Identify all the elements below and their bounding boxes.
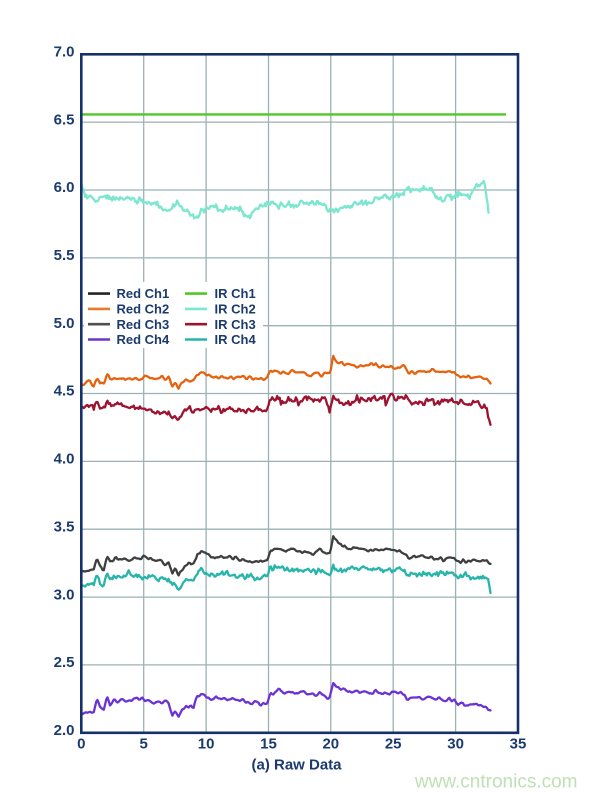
svg-text:IR Ch2: IR Ch2 bbox=[215, 302, 256, 317]
svg-text:5: 5 bbox=[140, 736, 148, 753]
svg-text:6.0: 6.0 bbox=[54, 179, 75, 196]
svg-text:Red Ch2: Red Ch2 bbox=[117, 302, 170, 317]
svg-text:IR Ch1: IR Ch1 bbox=[215, 286, 256, 301]
svg-text:0: 0 bbox=[77, 736, 85, 753]
svg-text:6.5: 6.5 bbox=[54, 111, 75, 128]
svg-text:4.0: 4.0 bbox=[54, 451, 75, 468]
svg-text:30: 30 bbox=[447, 736, 464, 753]
svg-text:(a) Raw Data: (a) Raw Data bbox=[251, 757, 342, 774]
svg-text:2.0: 2.0 bbox=[54, 722, 75, 739]
svg-text:15: 15 bbox=[260, 736, 277, 753]
svg-text:IR Ch4: IR Ch4 bbox=[215, 332, 257, 347]
svg-text:Red Ch1: Red Ch1 bbox=[117, 286, 170, 301]
svg-text:4.5: 4.5 bbox=[54, 383, 75, 400]
svg-text:5.0: 5.0 bbox=[54, 315, 75, 332]
svg-text:Red Ch3: Red Ch3 bbox=[117, 317, 170, 332]
svg-text:10: 10 bbox=[198, 736, 215, 753]
svg-text:20: 20 bbox=[322, 736, 339, 753]
svg-text:www.cntronics.com: www.cntronics.com bbox=[414, 771, 578, 792]
svg-text:IR Ch3: IR Ch3 bbox=[215, 317, 256, 332]
svg-text:7.0: 7.0 bbox=[54, 44, 75, 61]
svg-text:35: 35 bbox=[510, 736, 527, 753]
svg-text:Red Ch4: Red Ch4 bbox=[117, 332, 171, 347]
svg-text:3.0: 3.0 bbox=[54, 586, 75, 603]
svg-text:2.5: 2.5 bbox=[54, 654, 75, 671]
svg-text:5.5: 5.5 bbox=[54, 247, 75, 264]
svg-text:25: 25 bbox=[385, 736, 402, 753]
svg-text:3.5: 3.5 bbox=[54, 519, 75, 536]
